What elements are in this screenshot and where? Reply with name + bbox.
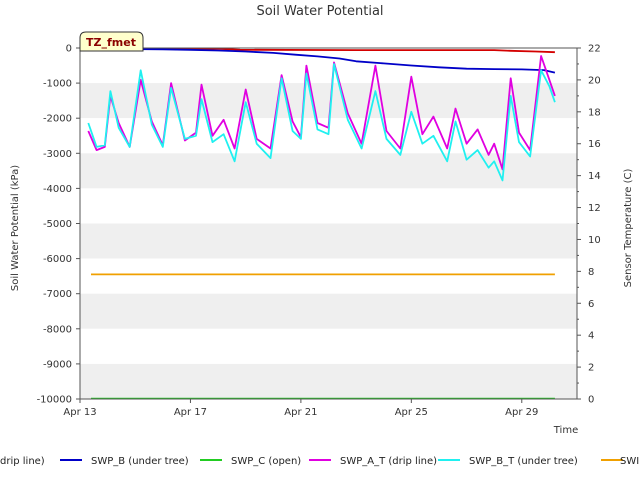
chart-title: Soil Water Potential [256, 4, 383, 19]
y2-tick-label: 16 [588, 139, 601, 150]
x-tick-label: Apr 17 [174, 407, 207, 418]
legend-label: drip line) [0, 456, 45, 467]
y-tick-label: -6000 [43, 254, 72, 265]
y2-tick-label: 10 [588, 235, 601, 246]
x-axis: Apr 13 Apr 17 Apr 21 Apr 25 Apr 29 [63, 399, 538, 418]
legend: drip line) SWP_B (under tree) SWP_C (open)… [0, 456, 639, 467]
legend-label: SWP_B (under tree) [91, 456, 189, 467]
series-line-swp-a-drip-line [102, 47, 555, 54]
x-tick-label: Apr 25 [395, 407, 428, 418]
y-tick-label: -10000 [37, 395, 72, 406]
series-line-swp-a-t-drip-line [87, 55, 556, 171]
legend-label: SWP_A_T (drip line) [340, 456, 437, 467]
y2-tick-label: 2 [588, 363, 594, 374]
legend-label: SWI [620, 456, 639, 467]
y2-tick-label: 14 [588, 171, 601, 182]
y-tick-label: 0 [66, 44, 72, 55]
background-bands [80, 48, 577, 399]
y2-tick-label: 18 [588, 107, 601, 118]
background-band [80, 188, 577, 224]
y-axis-left: 0 -1000 -2000 -3000 -4000 -5000 -6000 -7000 -800… [37, 44, 80, 406]
badge-label: TZ_fmet [86, 36, 136, 49]
y-tick-label: -8000 [43, 324, 72, 335]
y-tick-label: -1000 [43, 79, 72, 90]
x-tick-label: Apr 21 [284, 407, 317, 418]
background-band [80, 153, 577, 189]
y-axis-right: 0 2 4 6 8 10 12 14 16 18 20 22 [577, 44, 601, 406]
y-tick-label: -5000 [43, 219, 72, 230]
legend-label: SWP_B_T (under tree) [469, 456, 578, 467]
background-band [80, 223, 577, 259]
y-tick-label: -2000 [43, 114, 72, 125]
y2-axis-label: Sensor Temperature (C) [623, 169, 634, 288]
station-badge: TZ_fmet [79, 31, 144, 52]
background-band [80, 83, 577, 119]
y-axis-label: Soil Water Potential (kPa) [10, 165, 21, 291]
background-band [80, 258, 577, 294]
badge-box [79, 31, 144, 52]
y-tick-label: -3000 [43, 149, 72, 160]
x-tick-label: Apr 13 [63, 407, 96, 418]
series-line-swp-b-under-tree [102, 47, 556, 74]
background-band [80, 293, 577, 329]
y-tick-label: -4000 [43, 184, 72, 195]
legend-label: SWP_C (open) [231, 456, 301, 467]
y-tick-label: -7000 [43, 289, 72, 300]
y2-tick-label: 12 [588, 203, 601, 214]
series-line-swp-b-t-under-tree [87, 63, 556, 182]
y2-tick-label: 4 [588, 331, 594, 342]
y2-tick-label: 20 [588, 75, 601, 86]
x-tick-label: Apr 29 [505, 407, 538, 418]
y2-tick-label: 22 [588, 44, 601, 55]
y2-tick-label: 0 [588, 395, 594, 406]
y-tick-label: -9000 [43, 359, 72, 370]
background-band [80, 48, 577, 84]
y2-tick-label: 8 [588, 267, 594, 278]
y2-tick-label: 6 [588, 299, 594, 310]
background-band [80, 328, 577, 364]
x-axis-label: Time [553, 425, 578, 436]
background-band [80, 363, 577, 399]
